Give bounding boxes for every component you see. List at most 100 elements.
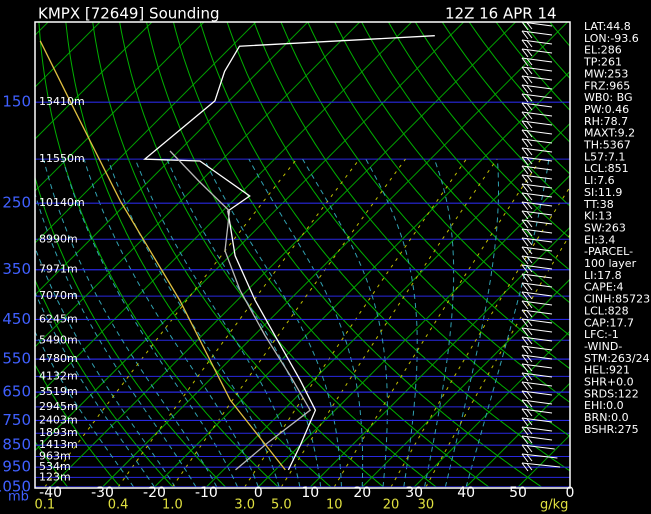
dry-adiabat	[92, 22, 384, 487]
wind-barb	[521, 291, 553, 297]
index-text: FRZ:965	[584, 79, 630, 92]
profile-line	[169, 150, 312, 471]
mixing-tick-label: 5.0	[271, 498, 292, 513]
wind-barb	[521, 390, 553, 396]
moist-adiabat	[465, 159, 550, 487]
dry-adiabat	[199, 22, 570, 472]
dry-adiabat	[307, 22, 570, 337]
dry-adiabat	[119, 22, 437, 487]
index-text: MW:253	[584, 67, 628, 80]
mixing-label: g/kg	[540, 498, 568, 513]
wind-barb	[526, 112, 533, 120]
wind-barb	[521, 255, 553, 261]
index-text: LON:-93.6	[584, 32, 639, 45]
wind-barb	[521, 318, 553, 324]
wind-barb	[526, 355, 533, 363]
wind-barb	[526, 319, 533, 327]
wind-barb	[521, 381, 553, 387]
wind-barb	[521, 30, 529, 40]
wind-barb	[521, 399, 553, 405]
wind-barb	[526, 40, 533, 48]
index-text: SI:11.9	[584, 186, 622, 199]
height-label: 1893m	[39, 426, 78, 439]
index-text: LFC:-1	[584, 328, 619, 341]
wind-barb	[526, 49, 533, 57]
moist-adiabat	[62, 158, 239, 487]
wind-barb	[521, 282, 553, 288]
profiles	[39, 35, 435, 471]
index-text: STM:263/24	[584, 352, 650, 365]
profile-line	[39, 40, 286, 471]
isotherm	[154, 70, 570, 487]
wind-barb	[526, 382, 533, 390]
height-label: 6245m	[39, 312, 78, 325]
wind-barb	[521, 102, 553, 108]
height-label: 7971m	[39, 263, 78, 276]
wind-barb	[521, 120, 553, 126]
isotherm	[465, 382, 570, 487]
wind-barb	[526, 148, 533, 156]
wind-barb	[521, 462, 561, 468]
index-text: KI:13	[584, 210, 612, 223]
wind-barb	[521, 57, 553, 63]
wind-barb	[526, 409, 533, 417]
wind-barb	[521, 93, 529, 103]
height-label: 123m	[39, 470, 71, 483]
chart-subtitle: 12Z 16 APR 14	[445, 5, 557, 23]
x-tick-label: 50	[509, 485, 527, 501]
wind-barb	[521, 291, 529, 301]
dry-adiabat	[334, 22, 570, 304]
wind-barb	[521, 138, 553, 144]
wind-barb	[521, 264, 553, 270]
index-text: LI:17.8	[584, 269, 622, 282]
wind-barb	[521, 255, 529, 265]
mixing-tick-label: 20	[383, 498, 400, 513]
wind-barb	[521, 372, 529, 382]
isotherm	[257, 174, 570, 487]
wind-barb	[521, 165, 553, 171]
wind-barb	[526, 445, 533, 453]
isotherm	[35, 22, 153, 140]
wind-barb	[521, 93, 553, 99]
wind-barb	[521, 228, 529, 238]
mixing-ratio-line	[333, 158, 542, 487]
y-tick-label: 1050	[0, 478, 31, 496]
wind-barb	[521, 210, 553, 216]
wind-barb	[521, 435, 529, 445]
wind-barb	[521, 354, 529, 364]
wind-barb	[521, 282, 529, 292]
wind-barb	[521, 327, 529, 337]
y-tick-label: 550	[2, 350, 31, 368]
wind-barb	[526, 157, 533, 165]
wind-barb	[521, 408, 529, 418]
index-text: L57:7.1	[584, 150, 625, 163]
mixing-ratio-line	[44, 158, 298, 487]
wind-barb	[526, 364, 533, 372]
height-label: 5490m	[39, 333, 78, 346]
wind-barb	[521, 327, 553, 333]
height-label: 4780m	[39, 352, 78, 365]
wind-barb	[521, 273, 553, 279]
mixing-ratio-line	[244, 158, 467, 487]
moist-adiabat	[166, 158, 322, 487]
wind-barb	[521, 84, 553, 90]
index-text: LI:7.6	[584, 174, 615, 187]
wind-barb	[526, 418, 533, 426]
wind-barb	[526, 121, 533, 129]
wind-barb	[526, 202, 533, 210]
wind-barb	[521, 453, 558, 459]
dry-adiabat	[35, 363, 121, 487]
wind-barb	[521, 30, 553, 36]
wind-barb	[521, 84, 529, 94]
index-text: BRN:0.0	[584, 411, 629, 424]
height-label: 3519m	[39, 385, 78, 398]
y-tick-label: 950	[2, 458, 31, 476]
index-text: MAXT:9.2	[584, 127, 635, 140]
mixing-ratio-line	[172, 158, 406, 487]
wind-barb	[526, 310, 533, 318]
wind-barb	[521, 75, 529, 85]
wind-barb	[526, 463, 533, 471]
dry-adiabat	[172, 22, 542, 487]
chart-title: KMPX [72649] Sounding	[38, 5, 220, 23]
